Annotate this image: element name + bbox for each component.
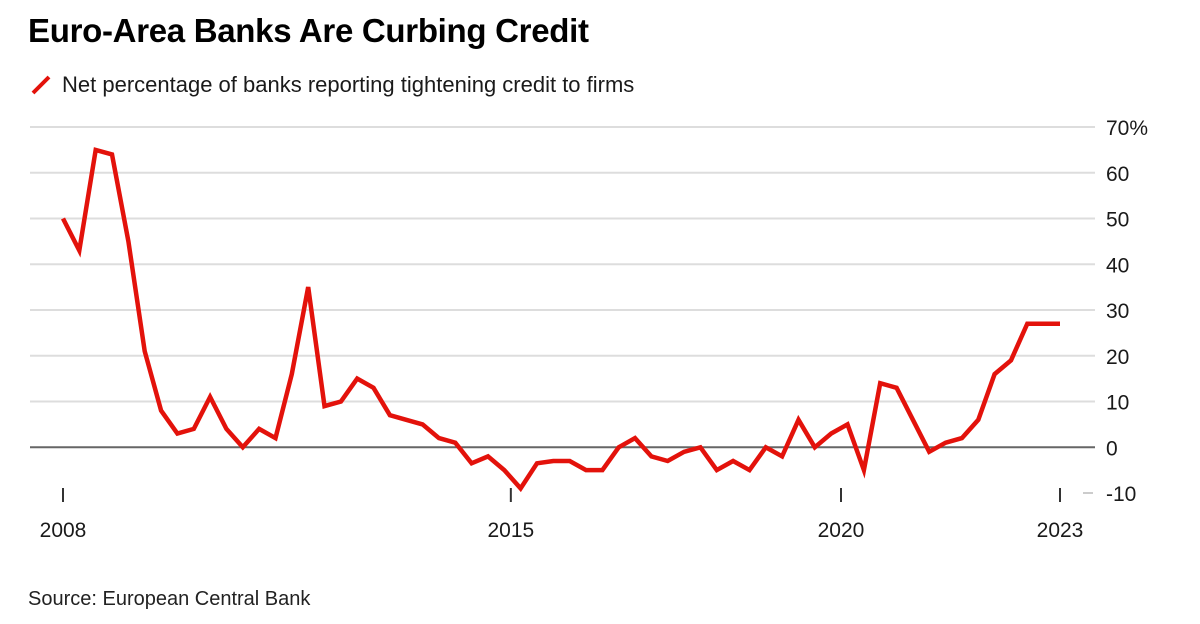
y-tick-label: 70%: [1106, 117, 1148, 140]
legend-line-icon: [31, 75, 51, 95]
x-tick-label: 2015: [487, 519, 534, 542]
y-tick-label: 40: [1106, 254, 1129, 277]
source-note: Source: European Central Bank: [28, 588, 311, 610]
y-tick-label: 60: [1106, 163, 1129, 186]
legend-label: Net percentage of banks reporting tighte…: [62, 72, 635, 97]
y-axis: 70% 60 50 40 30 20 10 0 -10: [1106, 117, 1148, 506]
y-tick-label: 50: [1106, 209, 1129, 232]
x-tick-label: 2023: [1037, 519, 1084, 542]
y-tick-label: -10: [1106, 483, 1136, 506]
gridlines: [30, 126, 1095, 494]
chart-title: Euro-Area Banks Are Curbing Credit: [28, 12, 589, 49]
legend: Net percentage of banks reporting tighte…: [30, 72, 634, 98]
y-tick-label: 10: [1106, 392, 1129, 415]
y-tick-label: 30: [1106, 300, 1129, 323]
x-axis: 2008 2015 2020 2023: [40, 488, 1084, 542]
y-tick-label: 0: [1106, 437, 1118, 460]
y-tick-label: 20: [1106, 346, 1129, 369]
x-tick-label: 2020: [818, 519, 865, 542]
x-tick-label: 2008: [40, 519, 87, 542]
series-line: [60, 147, 1060, 493]
series: [60, 147, 1060, 493]
